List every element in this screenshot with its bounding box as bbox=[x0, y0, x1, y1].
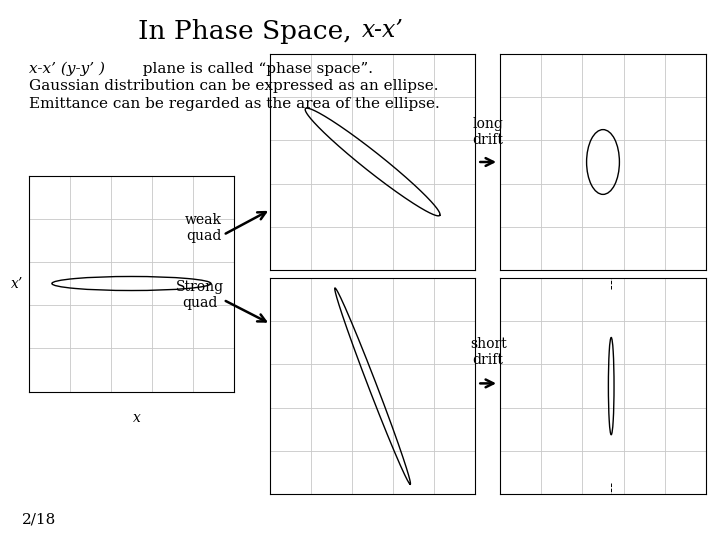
Text: In Phase Space,: In Phase Space, bbox=[138, 19, 360, 44]
Text: x-x’: x-x’ bbox=[362, 19, 404, 42]
Text: short
drift: short drift bbox=[469, 337, 507, 367]
Text: Gaussian distribution can be expressed as an ellipse.: Gaussian distribution can be expressed a… bbox=[29, 79, 438, 93]
Text: x’: x’ bbox=[12, 276, 24, 291]
Text: 2/18: 2/18 bbox=[22, 512, 56, 526]
Text: Emittance can be regarded as the area of the ellipse.: Emittance can be regarded as the area of… bbox=[29, 97, 439, 111]
Text: weak
quad: weak quad bbox=[185, 213, 222, 243]
Text: x: x bbox=[132, 411, 140, 425]
Text: long
drift: long drift bbox=[473, 117, 503, 147]
Text: x-x’ (y-y’ ): x-x’ (y-y’ ) bbox=[29, 62, 105, 77]
Text: plane is called “phase space”.: plane is called “phase space”. bbox=[133, 62, 373, 76]
Text: Strong
quad: Strong quad bbox=[176, 280, 224, 310]
